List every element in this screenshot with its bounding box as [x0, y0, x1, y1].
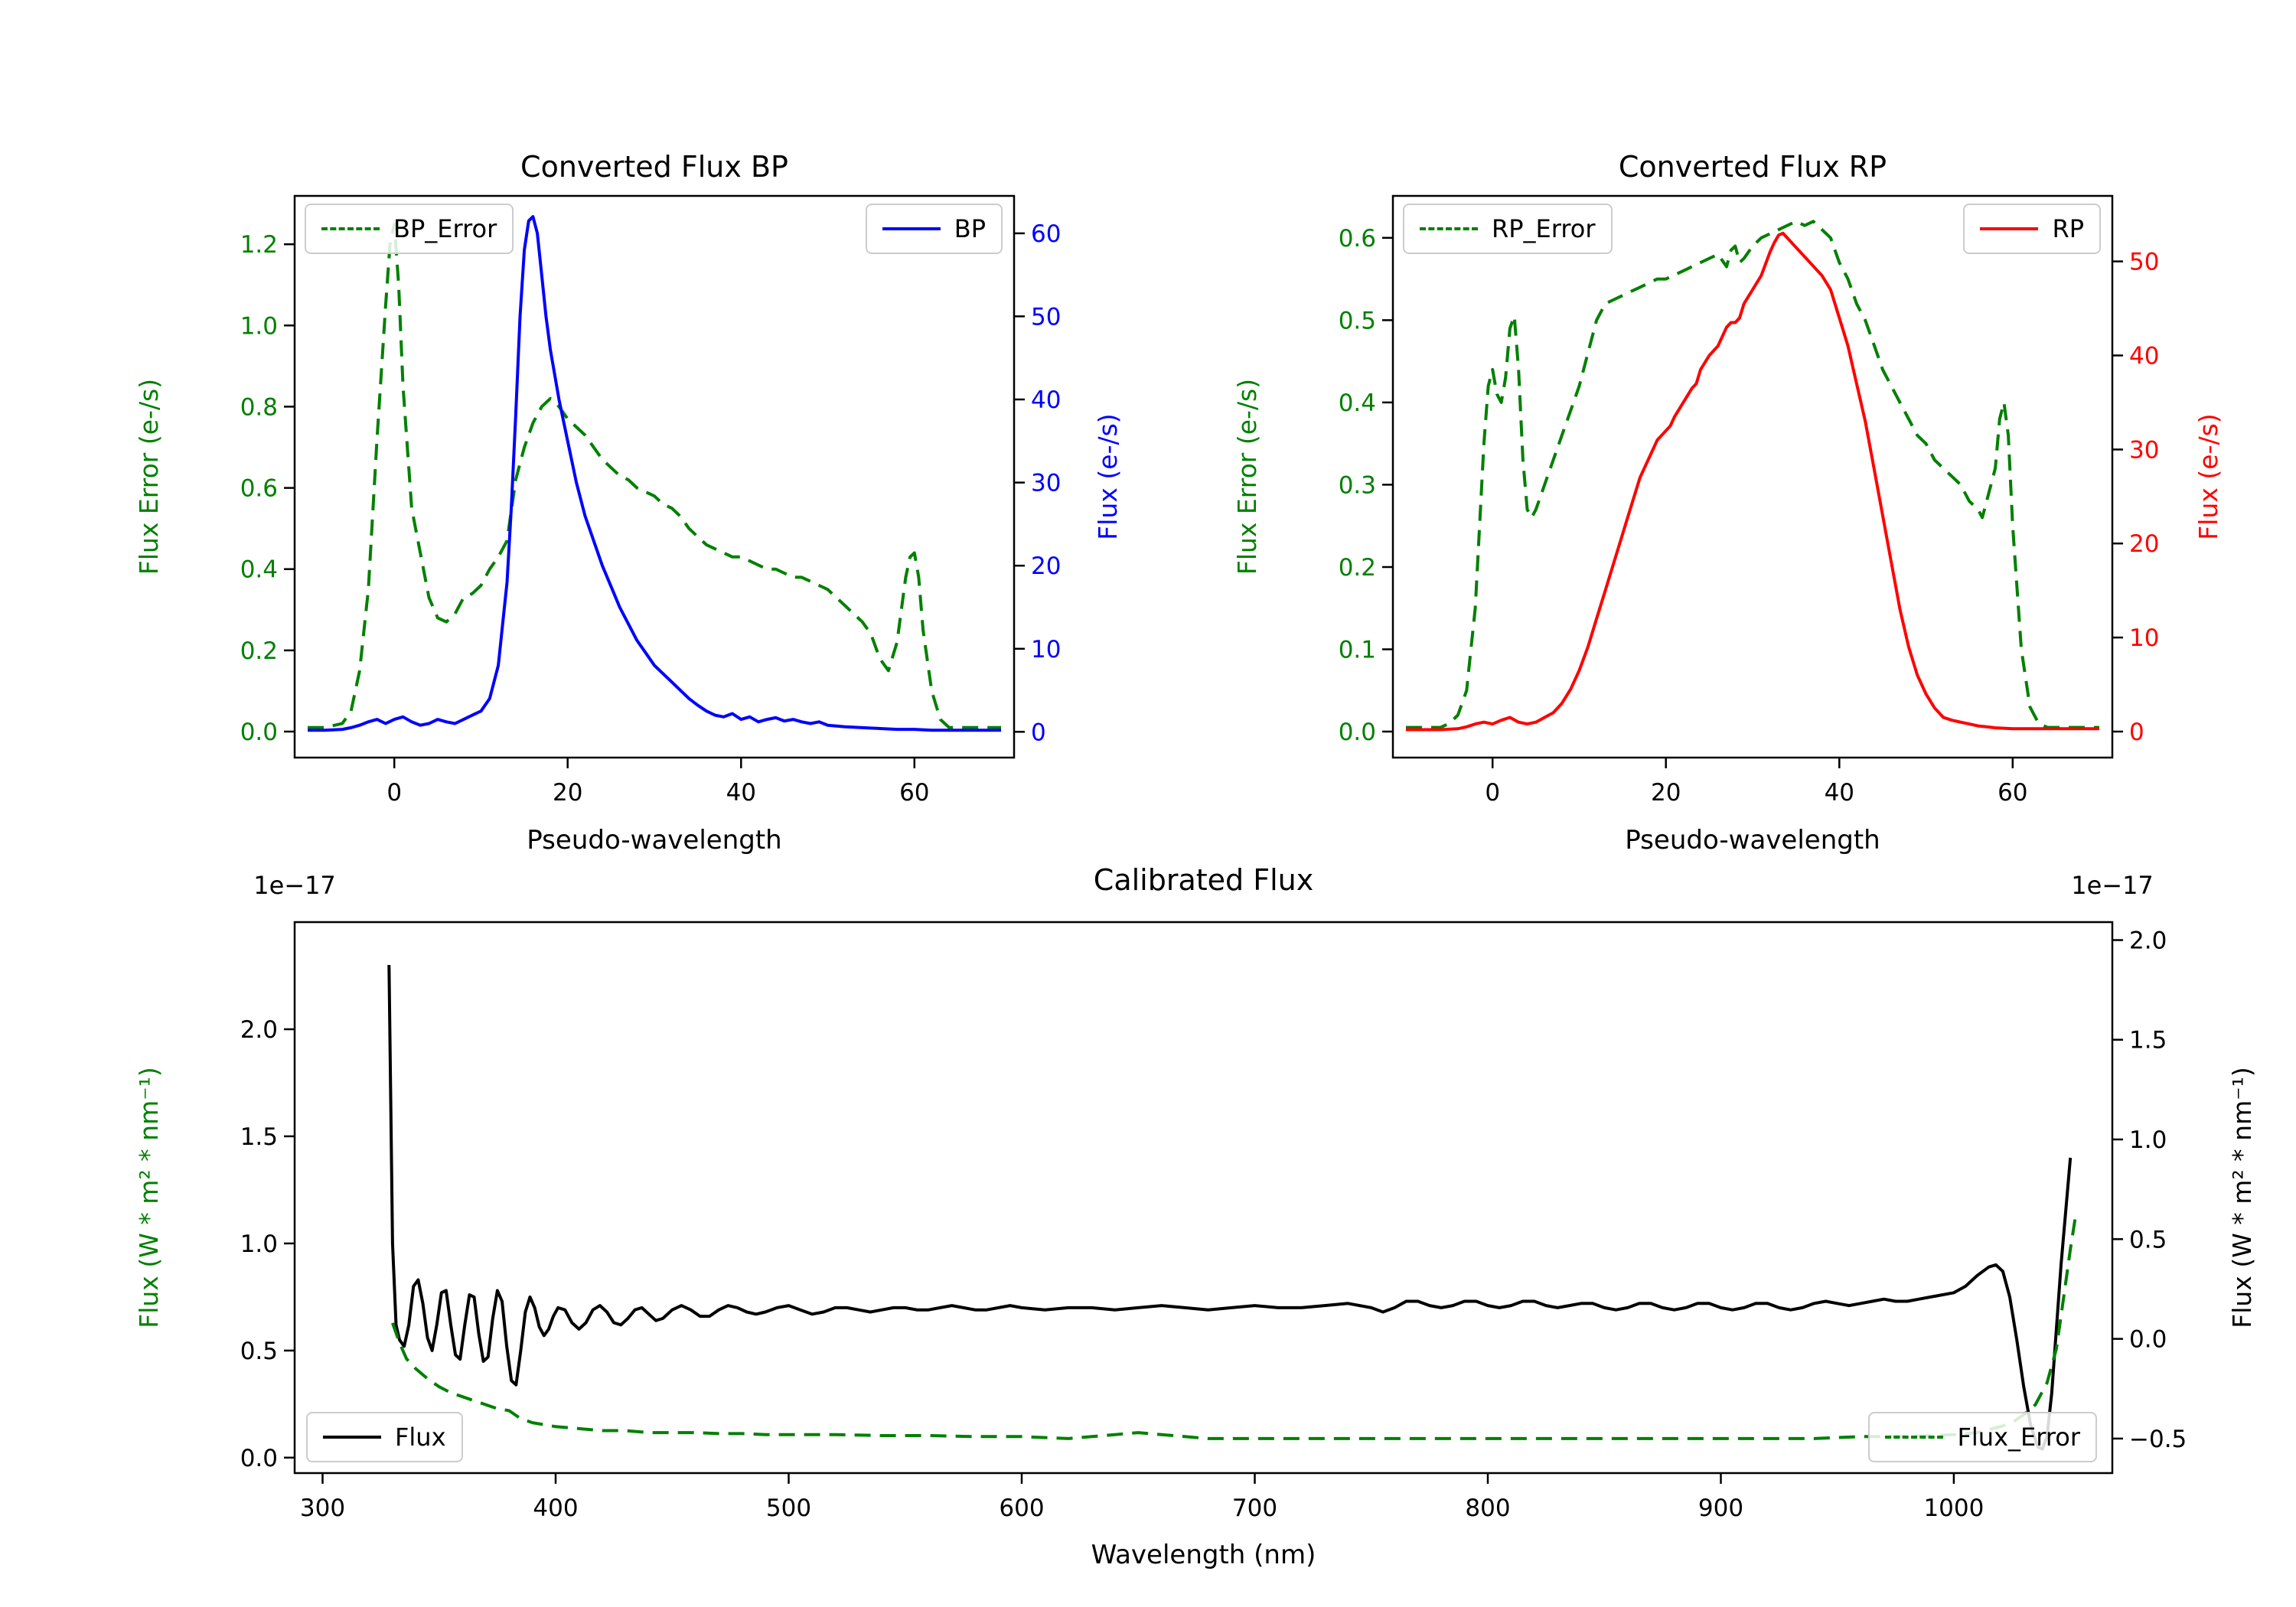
left-y-tick-label: 0.3 — [1339, 471, 1376, 499]
x-tick-label: 0 — [1485, 779, 1500, 807]
x-tick-label: 500 — [766, 1495, 811, 1522]
right-y-tick-label: 50 — [2129, 249, 2159, 276]
right-y-tick-label: 50 — [1031, 303, 1061, 331]
series-RP — [1406, 231, 2099, 732]
calibrated-chart-title: Calibrated Flux — [1093, 863, 1314, 897]
x-tick-label: 700 — [1232, 1495, 1277, 1522]
left-y-tick-label: 1.0 — [240, 312, 278, 340]
bp-left-axis-label: Flux Error (e-/s) — [134, 378, 164, 575]
left-y-tick-label: 0.2 — [240, 637, 278, 665]
right-y-tick-label: 0.0 — [2129, 1326, 2167, 1354]
plot-border — [293, 194, 1016, 759]
rp-right-axis-label: Flux (e-/s) — [2193, 413, 2223, 540]
series-BP_Error — [308, 222, 1001, 729]
right-y-tick-label: 20 — [1031, 553, 1061, 580]
rp-x-axis-label: Pseudo-wavelength — [1625, 825, 1880, 856]
bp-chart-title: Converted Flux BP — [520, 150, 788, 184]
bp-legend-line — [882, 227, 941, 230]
plot-border — [293, 921, 2114, 1475]
right-y-tick-label: 40 — [2129, 343, 2159, 370]
right-y-tick-label: 0 — [1031, 719, 1046, 746]
right-offset-text: 1e−17 — [2071, 871, 2154, 900]
x-tick-label: 60 — [899, 779, 929, 807]
bp-x-axis-label: Pseudo-wavelength — [527, 825, 782, 856]
right-y-tick-label: 60 — [1031, 220, 1061, 248]
left-y-tick-label: 1.2 — [240, 231, 278, 259]
x-tick-label: 40 — [726, 779, 756, 807]
series-BP — [308, 215, 1001, 732]
calibrated-x-axis-label: Wavelength (nm) — [1091, 1540, 1316, 1570]
flux-error-legend-label: Flux_Error — [1957, 1423, 2080, 1452]
left-y-tick-label: 0.4 — [240, 556, 278, 584]
left-y-tick-label: 2.0 — [240, 1016, 278, 1044]
left-y-tick-label: 1.5 — [240, 1123, 278, 1151]
right-y-tick-label: 10 — [2129, 624, 2159, 652]
calibrated-right-axis-label: Flux (W * m² * nm⁻¹) — [2227, 1067, 2257, 1328]
right-y-tick-label: 30 — [2129, 436, 2159, 464]
rp-legend-label: RP — [2052, 214, 2084, 243]
series-Flux_Error — [391, 1218, 2077, 1440]
series-Flux — [387, 964, 2073, 1451]
bp-legend: BP — [865, 204, 1003, 254]
right-y-tick-label: 2.0 — [2129, 927, 2167, 955]
flux-legend-label: Flux — [395, 1423, 446, 1452]
rp-error-legend: RP_Error — [1403, 204, 1613, 254]
rp-left-axis-label: Flux Error (e-/s) — [1232, 378, 1262, 575]
left-y-tick-label: 0.2 — [1339, 554, 1376, 582]
x-tick-label: 600 — [999, 1495, 1044, 1522]
left-y-tick-label: 0.5 — [1339, 307, 1376, 334]
bp-error-legend: BP_Error — [305, 204, 514, 254]
left-y-tick-label: 0.0 — [240, 1445, 278, 1472]
right-y-tick-label: 20 — [2129, 530, 2159, 558]
right-y-tick-label: 1.5 — [2129, 1027, 2167, 1054]
right-y-tick-label: 0.5 — [2129, 1226, 2167, 1253]
right-y-tick-label: 1.0 — [2129, 1126, 2167, 1154]
right-y-tick-label: −0.5 — [2129, 1426, 2187, 1453]
rp-legend: RP — [1963, 204, 2101, 254]
bp-legend-label: BP — [954, 214, 986, 243]
x-tick-label: 800 — [1465, 1495, 1510, 1522]
x-tick-label: 60 — [1998, 779, 2027, 807]
right-y-tick-label: 0 — [2129, 719, 2144, 746]
x-tick-label: 20 — [1651, 779, 1681, 807]
rp-legend-line — [1980, 227, 2039, 230]
bp-right-axis-label: Flux (e-/s) — [1093, 413, 1123, 540]
right-y-tick-label: 40 — [1031, 386, 1061, 414]
flux-legend: Flux — [306, 1412, 463, 1462]
left-y-tick-label: 0.6 — [1339, 225, 1376, 253]
left-y-tick-label: 0.4 — [1339, 390, 1376, 417]
flux-error-legend-line — [1885, 1436, 1944, 1439]
x-tick-label: 400 — [533, 1495, 578, 1522]
series-RP_Error — [1406, 220, 2099, 729]
bp-error-legend-label: BP_Error — [393, 214, 497, 243]
left-y-tick-label: 0.5 — [240, 1338, 278, 1365]
x-tick-label: 0 — [386, 779, 402, 807]
x-tick-label: 900 — [1698, 1495, 1743, 1522]
flux-legend-line — [323, 1436, 381, 1439]
rp-error-legend-line — [1420, 227, 1478, 230]
right-y-tick-label: 10 — [1031, 636, 1061, 663]
right-y-tick-label: 30 — [1031, 470, 1061, 497]
x-tick-label: 20 — [553, 779, 582, 807]
calibrated-left-axis-label: Flux (W * m² * nm⁻¹) — [134, 1067, 164, 1328]
rp-error-legend-label: RP_Error — [1492, 214, 1596, 243]
bp-error-legend-line — [321, 227, 380, 230]
flux-error-legend: Flux_Error — [1868, 1412, 2097, 1462]
left-offset-text: 1e−17 — [253, 871, 336, 900]
left-y-tick-label: 1.0 — [240, 1231, 278, 1258]
plot-border — [1391, 194, 2114, 759]
x-tick-label: 40 — [1825, 779, 1854, 807]
left-y-tick-label: 0.1 — [1339, 637, 1376, 664]
left-y-tick-label: 0.0 — [240, 719, 278, 746]
x-tick-label: 1000 — [1923, 1495, 1984, 1522]
left-y-tick-label: 0.6 — [240, 475, 278, 503]
x-tick-label: 300 — [300, 1495, 345, 1522]
left-y-tick-label: 0.8 — [240, 393, 278, 421]
rp-chart-title: Converted Flux RP — [1618, 150, 1887, 184]
left-y-tick-label: 0.0 — [1339, 719, 1376, 746]
